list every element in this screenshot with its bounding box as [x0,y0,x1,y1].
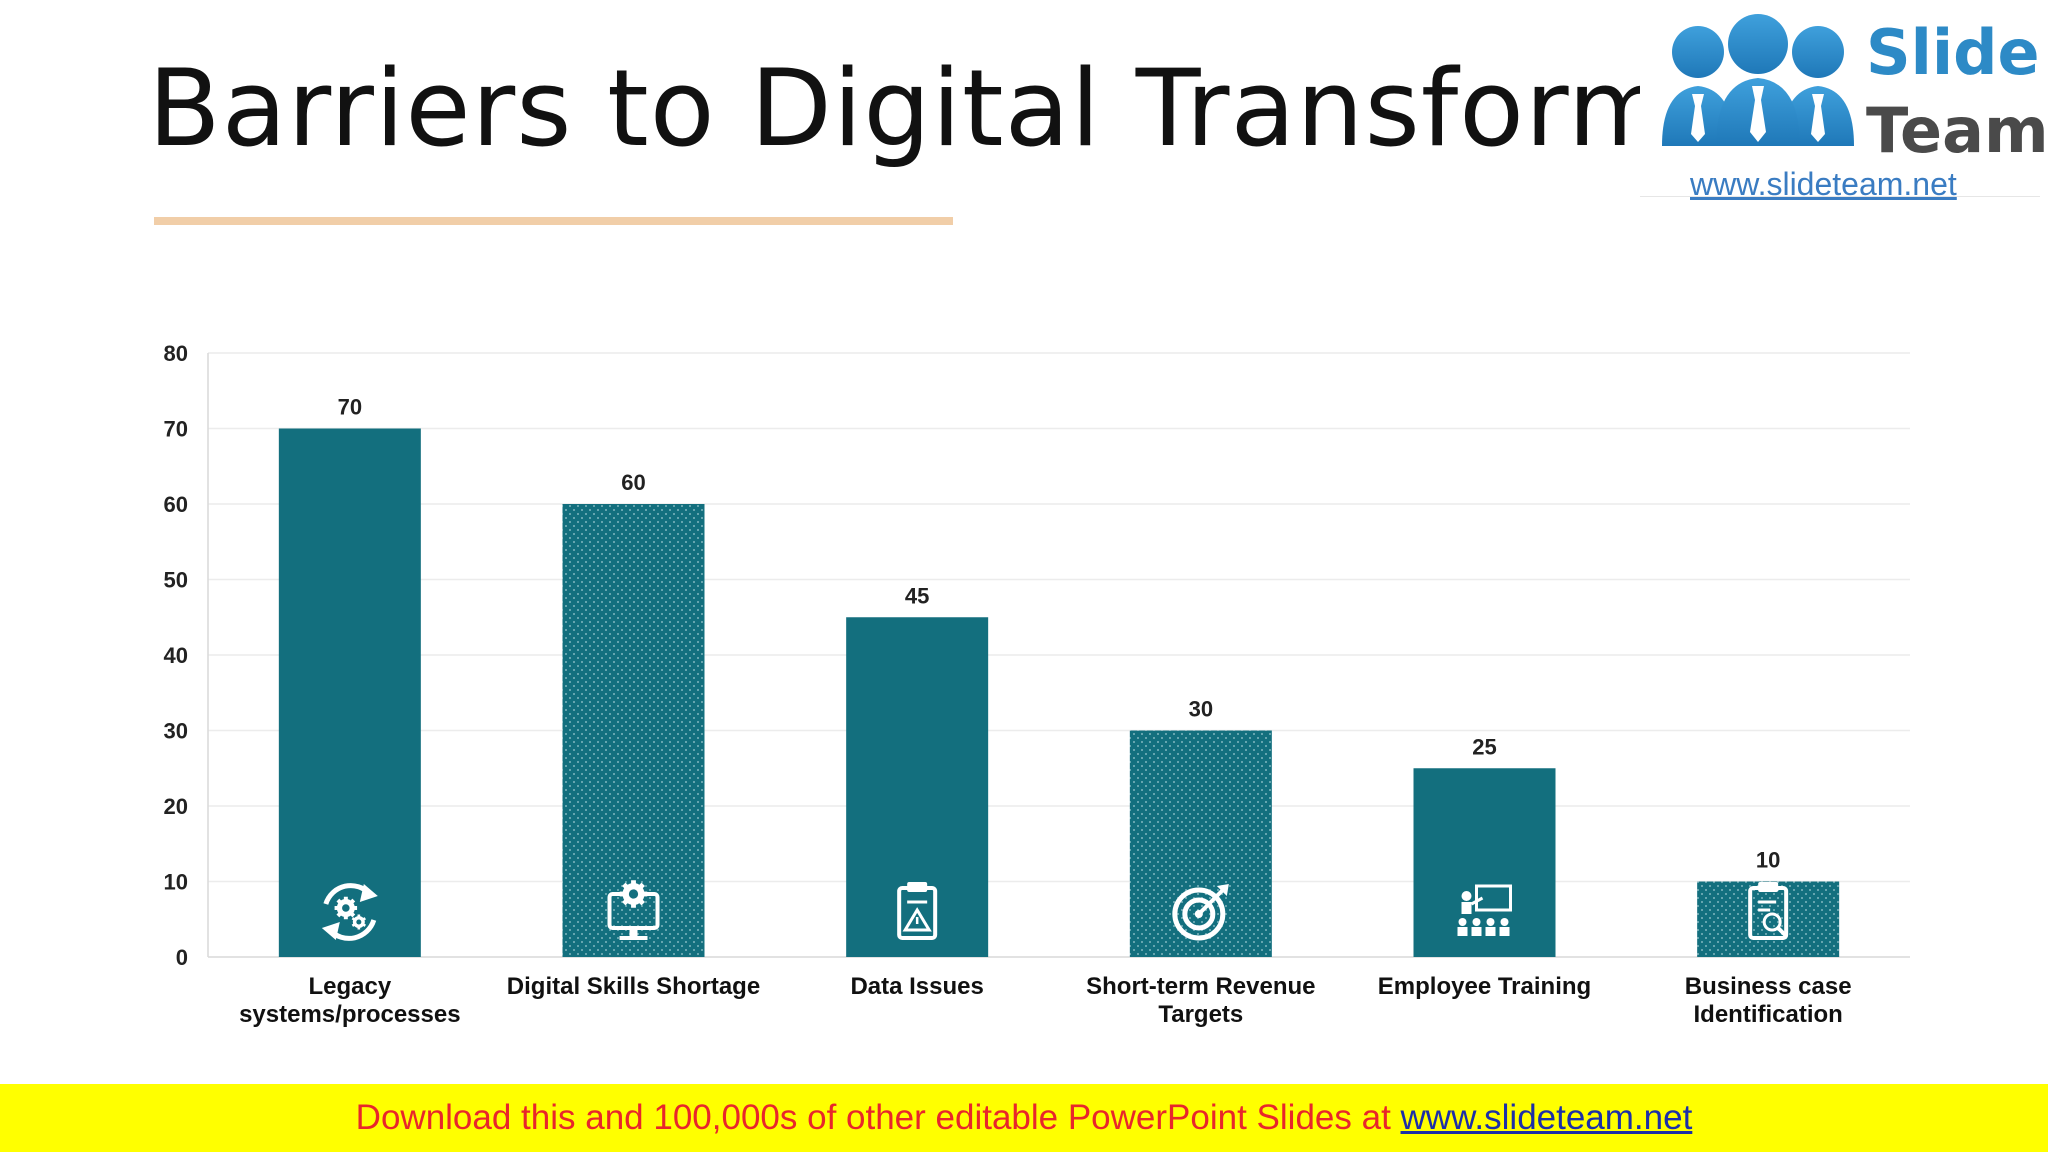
category-label-line: Data Issues [850,973,983,1000]
bar-4 [1413,768,1556,957]
data-label: 45 [905,583,929,608]
category-label: Data Issues [850,973,983,1000]
data-label: 25 [1472,734,1496,759]
clipboard-search-icon [1748,882,1789,940]
bar-0 [278,428,421,957]
category-label-line: Digital Skills Shortage [507,973,760,1000]
y-tick-label: 50 [164,568,188,593]
y-tick-label: 40 [164,643,188,668]
y-tick-label: 80 [164,341,188,366]
y-tick-label: 60 [164,492,188,517]
title-underline [154,217,953,225]
data-label: 10 [1756,848,1780,873]
category-label-line: Short-term Revenue [1086,973,1315,1000]
people-logo-icon [1662,14,1854,146]
data-label: 70 [338,395,362,420]
bar-5 [1697,881,1840,957]
bar-2 [846,617,989,957]
download-banner[interactable]: Download this and 100,000s of other edit… [0,1084,2048,1152]
category-label: Employee Training [1378,973,1591,1000]
category-label: Business case Identification [1685,973,1852,1028]
category-label-line: Legacy [308,973,391,1000]
data-label: 60 [621,470,645,495]
category-label: Legacy systems/processes [239,973,460,1028]
y-tick-label: 70 [164,417,188,442]
category-label-line: Identification [1693,1001,1842,1028]
y-tick-label: 20 [164,794,188,819]
logo-brand-slide: Slide [1866,16,2040,89]
target-arrow-icon [1172,884,1229,941]
category-label-line: Targets [1158,1001,1243,1028]
category-label: Short-term Revenue Targets [1086,973,1315,1028]
bar-3 [1129,730,1272,957]
category-label-line: Employee Training [1378,973,1591,1000]
clipboard-warning-icon [897,882,938,940]
slideteam-logo[interactable]: Slide Team www.slideteam.net [1640,0,2048,202]
logo-url-link[interactable]: www.slideteam.net [1690,166,1957,202]
category-label-line: systems/processes [239,1001,460,1028]
bar-chart: 0 10 20 30 40 50 60 70 80 70 Legacy systems/process… [164,341,1910,1028]
logo-brand-team: Team [1866,94,2048,167]
y-tick-label: 0 [176,945,188,970]
y-tick-label: 30 [164,719,188,744]
y-tick-label: 10 [164,870,188,895]
banner-link[interactable]: www.slideteam.net [1400,1098,1693,1137]
data-label: 30 [1189,697,1213,722]
category-label: Digital Skills Shortage [507,973,760,1000]
category-label-line: Business case [1685,973,1852,1000]
gears-cycle-icon [321,883,378,941]
training-presentation-icon [1457,884,1512,936]
banner-text: Download this and 100,000s of other edit… [355,1098,1401,1137]
monitor-gear-icon [607,880,660,940]
